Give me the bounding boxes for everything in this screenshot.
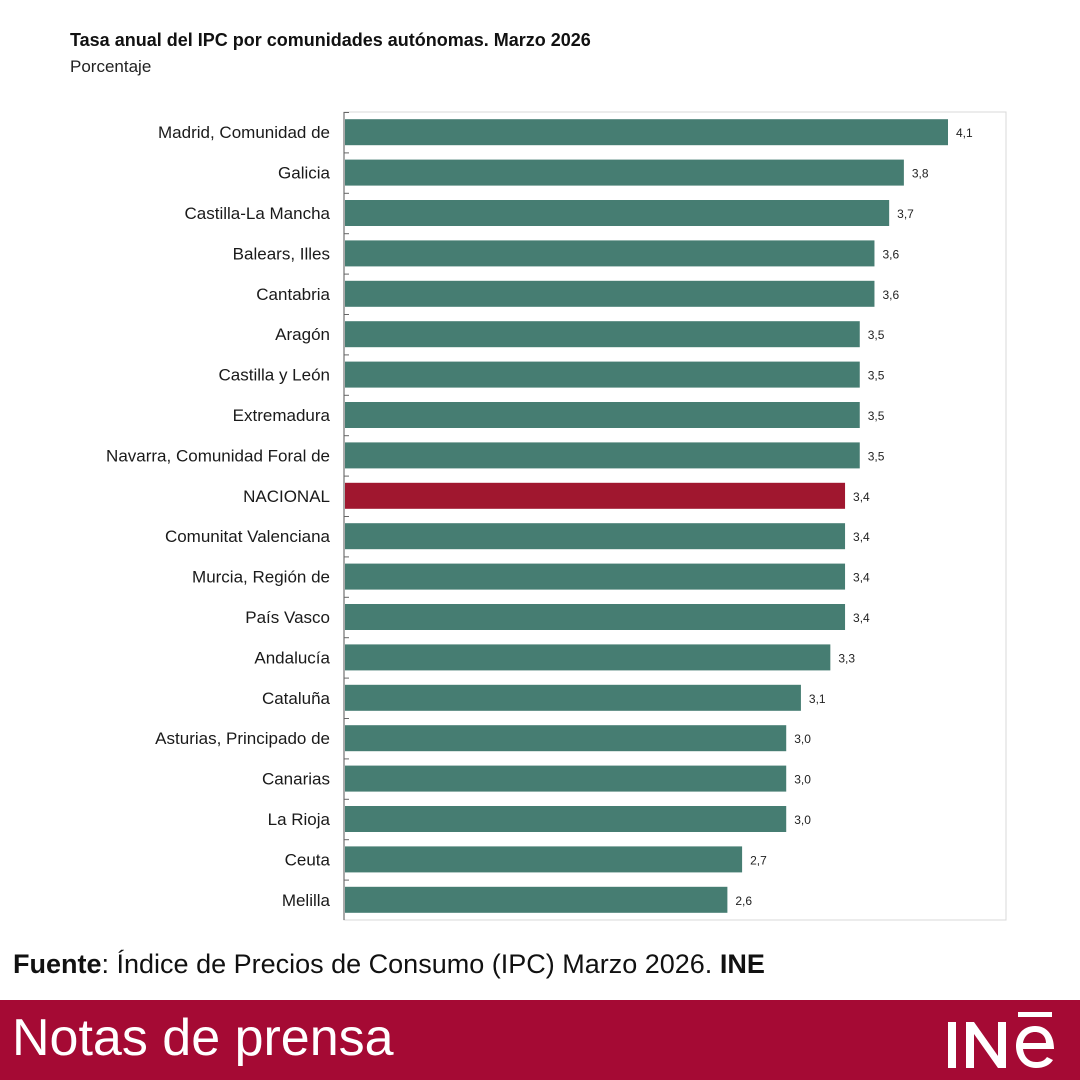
- value-label: 3,6: [882, 288, 899, 302]
- value-label: 3,7: [897, 207, 914, 221]
- category-label: Canarias: [262, 770, 330, 789]
- plot-frame: [343, 111, 1007, 921]
- footer-banner: Notas de prensa: [0, 1000, 1080, 1080]
- value-label: 2,6: [735, 894, 752, 908]
- footer-title: Notas de prensa: [12, 1009, 394, 1067]
- bar: [345, 765, 787, 792]
- value-label: 3,5: [868, 369, 885, 383]
- category-label: Castilla y León: [218, 366, 330, 385]
- bar: [345, 240, 875, 267]
- bar: [345, 684, 801, 711]
- source-text: : Índice de Precios de Consumo (IPC) Mar…: [101, 949, 720, 979]
- category-label: Balears, Illes: [233, 244, 330, 263]
- category-label: Cataluña: [262, 689, 331, 708]
- bar: [345, 200, 890, 226]
- category-label: Comunitat Valenciana: [165, 527, 331, 546]
- bar: [345, 442, 860, 469]
- bar: [345, 604, 846, 630]
- ine-logo: [948, 1012, 1054, 1068]
- value-label: 3,8: [912, 167, 929, 181]
- bar: [345, 725, 787, 752]
- category-label: Castilla-La Mancha: [184, 204, 330, 223]
- bar: [345, 886, 728, 913]
- bar-chart: Madrid, Comunidad de 4,1 Galicia 3,8 Castill…: [106, 111, 1007, 921]
- bar: [345, 563, 846, 590]
- bar-highlight: [345, 482, 846, 509]
- chart-title: Tasa anual del IPC por comunidades autón…: [70, 30, 591, 50]
- category-label: Extremadura: [233, 406, 331, 425]
- value-label: 3,6: [882, 247, 899, 261]
- value-label: 3,3: [838, 651, 855, 665]
- category-label: Murcia, Región de: [192, 568, 330, 587]
- value-label: 3,4: [853, 490, 870, 504]
- value-label: 4,1: [956, 126, 973, 140]
- value-label: 3,0: [794, 773, 811, 787]
- value-label: 3,0: [794, 732, 811, 746]
- bar: [345, 402, 860, 428]
- value-label: 3,4: [853, 571, 870, 585]
- value-label: 3,1: [809, 692, 826, 706]
- bar: [345, 159, 904, 186]
- category-label: Ceuta: [285, 850, 331, 869]
- category-label: País Vasco: [245, 608, 330, 627]
- source-label: Fuente: [13, 949, 102, 979]
- bar: [345, 846, 743, 873]
- value-label: 3,5: [868, 409, 885, 423]
- value-label: 2,7: [750, 853, 767, 867]
- category-label: Galicia: [278, 164, 331, 183]
- bar: [345, 119, 948, 146]
- value-label: 3,5: [868, 328, 885, 342]
- bar: [345, 523, 846, 550]
- bar: [345, 280, 875, 307]
- category-label: Cantabria: [256, 285, 330, 304]
- bar: [345, 361, 860, 388]
- category-label: Navarra, Comunidad Foral de: [106, 446, 330, 465]
- bar: [345, 806, 787, 832]
- category-label: Asturias, Principado de: [155, 729, 330, 748]
- source-org: INE: [719, 949, 765, 979]
- category-label: Aragón: [275, 325, 330, 344]
- category-label: Melilla: [282, 891, 331, 910]
- chart-subtitle: Porcentaje: [70, 57, 152, 76]
- value-label: 3,4: [853, 611, 870, 625]
- category-label: NACIONAL: [243, 487, 330, 506]
- category-label: La Rioja: [268, 810, 331, 829]
- bar: [345, 321, 860, 348]
- source-note: Fuente: Índice de Precios de Consumo (IP…: [13, 949, 765, 980]
- category-label: Madrid, Comunidad de: [158, 123, 330, 142]
- bar: [345, 644, 831, 671]
- value-label: 3,5: [868, 449, 885, 463]
- value-label: 3,4: [853, 530, 870, 544]
- category-label: Andalucía: [254, 648, 330, 667]
- value-label: 3,0: [794, 813, 811, 827]
